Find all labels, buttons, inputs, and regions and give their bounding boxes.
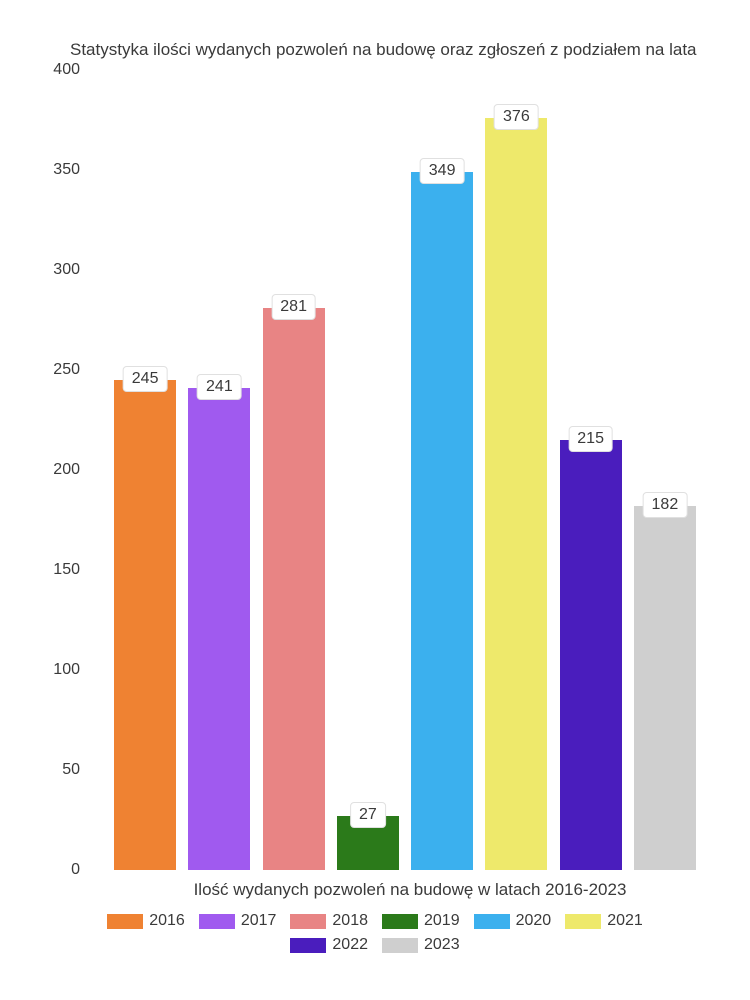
legend-label: 2021 [607, 912, 643, 930]
legend-item-2021: 2021 [565, 912, 643, 930]
bar-2022: 215 [560, 440, 622, 870]
bar-2020: 349 [411, 172, 473, 870]
legend-label: 2022 [332, 936, 368, 954]
legend-swatch [474, 914, 510, 929]
bar-2016: 245 [114, 380, 176, 870]
legend-item-2019: 2019 [382, 912, 460, 930]
y-tick: 400 [53, 61, 80, 79]
legend-swatch [382, 914, 418, 929]
bar-value-label: 349 [420, 158, 465, 184]
bar-value-label: 215 [568, 426, 613, 452]
chart-title: Statystyka ilości wydanych pozwoleń na b… [70, 40, 720, 60]
bar-wrap: 376 [479, 70, 553, 870]
legend-swatch [290, 938, 326, 953]
y-tick: 350 [53, 161, 80, 179]
bar-2018: 281 [263, 308, 325, 870]
legend-swatch [290, 914, 326, 929]
bar-wrap: 241 [182, 70, 256, 870]
y-tick: 200 [53, 461, 80, 479]
legend-swatch [565, 914, 601, 929]
bar-value-label: 241 [197, 374, 242, 400]
legend-swatch [199, 914, 235, 929]
legend-label: 2019 [424, 912, 460, 930]
y-tick: 300 [53, 261, 80, 279]
bar-2021: 376 [485, 118, 547, 870]
legend-item-2022: 2022 [290, 936, 368, 954]
bar-value-label: 27 [350, 802, 386, 828]
bar-2019: 27 [337, 816, 399, 870]
legend-label: 2018 [332, 912, 368, 930]
legend-label: 2017 [241, 912, 277, 930]
bar-wrap: 27 [331, 70, 405, 870]
plot-area: 050100150200250300350400 245241281273493… [100, 70, 710, 870]
bar-wrap: 182 [628, 70, 702, 870]
bar-wrap: 349 [405, 70, 479, 870]
bar-2023: 182 [634, 506, 696, 870]
legend: 2016 2017 2018 2019 2020 2021 2022 2023 [30, 912, 720, 954]
legend-item-2017: 2017 [199, 912, 277, 930]
y-tick: 150 [53, 561, 80, 579]
bar-value-label: 281 [271, 294, 316, 320]
legend-item-2016: 2016 [107, 912, 185, 930]
legend-swatch [382, 938, 418, 953]
legend-label: 2016 [149, 912, 185, 930]
bar-2017: 241 [188, 388, 250, 870]
chart-container: Statystyka ilości wydanych pozwoleń na b… [0, 0, 750, 1000]
y-tick: 250 [53, 361, 80, 379]
legend-item-2018: 2018 [290, 912, 368, 930]
y-tick: 50 [62, 761, 80, 779]
x-axis-label: Ilość wydanych pozwoleń na budowę w lata… [100, 880, 720, 900]
bar-wrap: 245 [108, 70, 182, 870]
legend-label: 2023 [424, 936, 460, 954]
legend-swatch [107, 914, 143, 929]
y-tick: 100 [53, 661, 80, 679]
bar-wrap: 215 [554, 70, 628, 870]
bar-wrap: 281 [257, 70, 331, 870]
bar-value-label: 376 [494, 104, 539, 130]
bar-value-label: 245 [123, 366, 168, 392]
y-tick: 0 [71, 861, 80, 879]
bar-value-label: 182 [643, 492, 688, 518]
legend-item-2023: 2023 [382, 936, 460, 954]
legend-label: 2020 [516, 912, 552, 930]
legend-item-2020: 2020 [474, 912, 552, 930]
bars-area: 24524128127349376215182 [100, 70, 710, 870]
y-axis: 050100150200250300350400 [30, 70, 90, 870]
